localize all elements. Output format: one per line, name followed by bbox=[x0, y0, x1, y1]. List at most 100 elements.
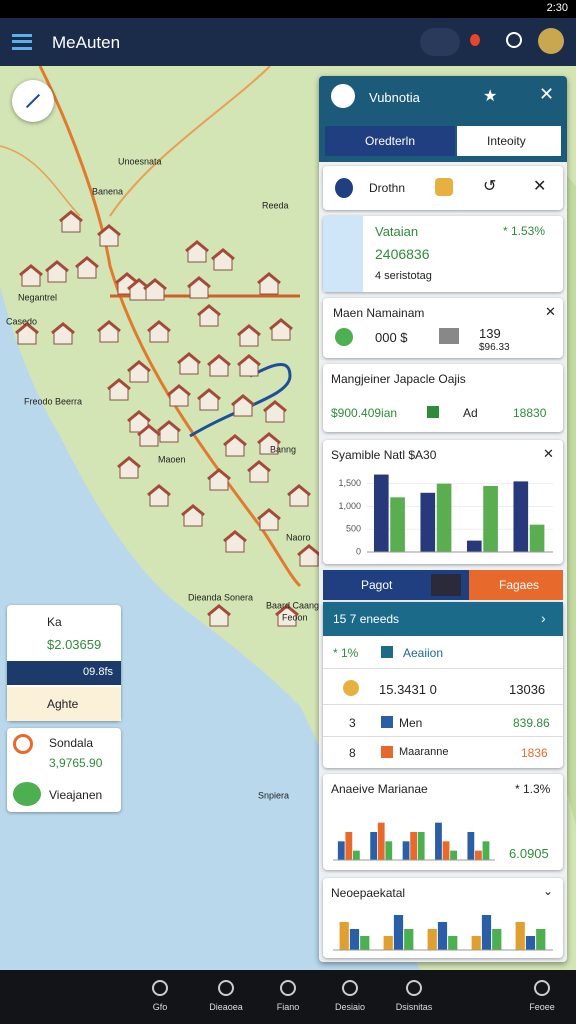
nav-item[interactable]: Dsisnitas bbox=[384, 976, 444, 1022]
bar bbox=[427, 929, 437, 950]
row-value: 839.86 bbox=[513, 716, 550, 730]
action-text: Aghte bbox=[47, 697, 79, 711]
roof bbox=[197, 388, 221, 401]
tab-label[interactable]: Pagot bbox=[361, 578, 393, 592]
metric-title: Maen Namainam bbox=[333, 306, 425, 320]
roof bbox=[97, 320, 121, 333]
tab-label: Oredterln bbox=[365, 134, 416, 148]
nav-icon bbox=[534, 980, 550, 996]
icon bbox=[381, 716, 393, 728]
next-button[interactable]: › bbox=[541, 610, 546, 626]
app-title: MeAuten bbox=[52, 33, 121, 52]
summary-value: 2406836 bbox=[375, 246, 430, 262]
menu-button[interactable] bbox=[12, 34, 32, 50]
divider bbox=[323, 704, 563, 705]
nav-icon bbox=[218, 980, 234, 996]
bar bbox=[402, 841, 410, 860]
panel-header: Vubnotia ★ ✕ Oredterln Inteoity bbox=[319, 76, 567, 162]
compass-button[interactable] bbox=[12, 80, 54, 122]
bar bbox=[525, 936, 536, 950]
bar bbox=[383, 936, 393, 950]
chart-title: Syamible Natl $A30 bbox=[331, 448, 437, 462]
mini-card[interactable]: Neoepaekatal ⌄ bbox=[323, 878, 563, 958]
bar bbox=[349, 929, 360, 950]
nav-icon bbox=[406, 980, 422, 996]
map-label: Banng bbox=[270, 444, 296, 454]
info-card[interactable]: Ka $2.03659 09.8fs Aghte bbox=[7, 605, 121, 721]
nav-item[interactable]: Fiano bbox=[258, 976, 318, 1022]
roof bbox=[231, 394, 255, 407]
tab[interactable]: Fagaes bbox=[469, 570, 563, 600]
divider bbox=[323, 668, 563, 669]
roof bbox=[197, 304, 221, 317]
card-action[interactable]: Aghte bbox=[7, 687, 121, 721]
info-card[interactable]: Sondala 3,9765.90 Vieajanen bbox=[7, 728, 121, 812]
location-button[interactable] bbox=[470, 34, 480, 46]
expand-button[interactable]: ⌄ bbox=[543, 884, 554, 898]
icon[interactable] bbox=[335, 178, 353, 198]
tab[interactable]: Inteoity bbox=[457, 126, 561, 156]
roof bbox=[257, 272, 281, 285]
close-button[interactable]: ✕ bbox=[543, 446, 554, 461]
sync-button[interactable] bbox=[506, 32, 522, 48]
metric-right: 139 bbox=[479, 326, 501, 341]
toolbar: Drothn ↺ ✕ bbox=[323, 166, 563, 210]
nav-item[interactable]: Feoee bbox=[512, 976, 572, 1022]
nav-label: Fiano bbox=[276, 1002, 300, 1012]
icon bbox=[343, 680, 359, 696]
bar bbox=[352, 850, 360, 860]
detail-card[interactable]: Mangjeiner Japacle Oajis $900.409ian Ad … bbox=[323, 364, 563, 432]
link-button[interactable]: ↺ bbox=[483, 178, 497, 195]
nav-label: Feoee bbox=[529, 1002, 555, 1012]
bar bbox=[467, 832, 475, 860]
toolbar-label: Drothn bbox=[369, 181, 406, 195]
nav-icon bbox=[280, 980, 296, 996]
y-tick-label: 500 bbox=[346, 524, 361, 534]
map-label: Maoen bbox=[158, 454, 186, 464]
roof bbox=[147, 484, 171, 497]
roof bbox=[247, 460, 271, 473]
trend-change: * 1.3% bbox=[515, 782, 551, 796]
nav-item[interactable]: Gfo bbox=[130, 976, 190, 1022]
bar bbox=[373, 474, 389, 552]
roof bbox=[15, 322, 39, 335]
roof bbox=[269, 318, 293, 331]
close-button[interactable]: ✕ bbox=[539, 84, 555, 104]
metric-sub: $96.33 bbox=[479, 342, 510, 353]
map-label: Feoon bbox=[282, 612, 308, 622]
close-button[interactable]: ✕ bbox=[533, 178, 547, 195]
tab-bar: Pagot Fagaes bbox=[323, 570, 563, 600]
search-button[interactable] bbox=[420, 28, 460, 56]
tab[interactable]: Oredterln bbox=[325, 126, 455, 156]
chart-card[interactable]: Syamible Natl $A30 ✕ 0 500 1,000 1,500 bbox=[323, 440, 563, 564]
map-label: Banena bbox=[92, 186, 123, 196]
icon bbox=[13, 734, 33, 754]
close-button[interactable]: ✕ bbox=[545, 304, 556, 319]
nav-item[interactable]: Dieaoea bbox=[196, 976, 256, 1022]
trend-card[interactable]: Anaeive Marianae * 1.3% 6.0905 bbox=[323, 774, 563, 870]
bar bbox=[482, 841, 490, 860]
roof bbox=[127, 360, 151, 373]
icon bbox=[439, 328, 459, 344]
map-label: Freodo Beerra bbox=[24, 396, 82, 406]
roof bbox=[137, 424, 161, 437]
bottom-nav: Gfo Dieaoea Fiano Desiaio Dsisnitas Feoee bbox=[0, 970, 576, 1024]
icon[interactable] bbox=[435, 178, 453, 196]
bar bbox=[337, 841, 345, 860]
avatar[interactable] bbox=[538, 28, 564, 54]
row-index: 3 bbox=[349, 716, 356, 730]
summary-card[interactable]: Vataian * 1.53% 2406836 4 seristotag bbox=[323, 216, 563, 292]
tab[interactable] bbox=[431, 574, 461, 596]
pin-button[interactable]: ★ bbox=[483, 88, 498, 105]
roof bbox=[19, 264, 43, 277]
nav-label: Desiaio bbox=[334, 1002, 365, 1012]
icon-strip bbox=[323, 216, 363, 292]
list-card[interactable]: 15 7 eneeds › * 1% Aeaiion 15.3431 0 130… bbox=[323, 602, 563, 768]
nav-item[interactable]: Desiaio bbox=[320, 976, 380, 1022]
bar bbox=[475, 850, 482, 860]
icon bbox=[335, 328, 353, 346]
status-bar: 2:30 bbox=[0, 0, 576, 18]
metric-card[interactable]: Maen Namainam ✕ 000 $ 139 $96.33 bbox=[323, 298, 563, 358]
icon bbox=[13, 782, 41, 806]
mini-chart bbox=[333, 915, 553, 951]
